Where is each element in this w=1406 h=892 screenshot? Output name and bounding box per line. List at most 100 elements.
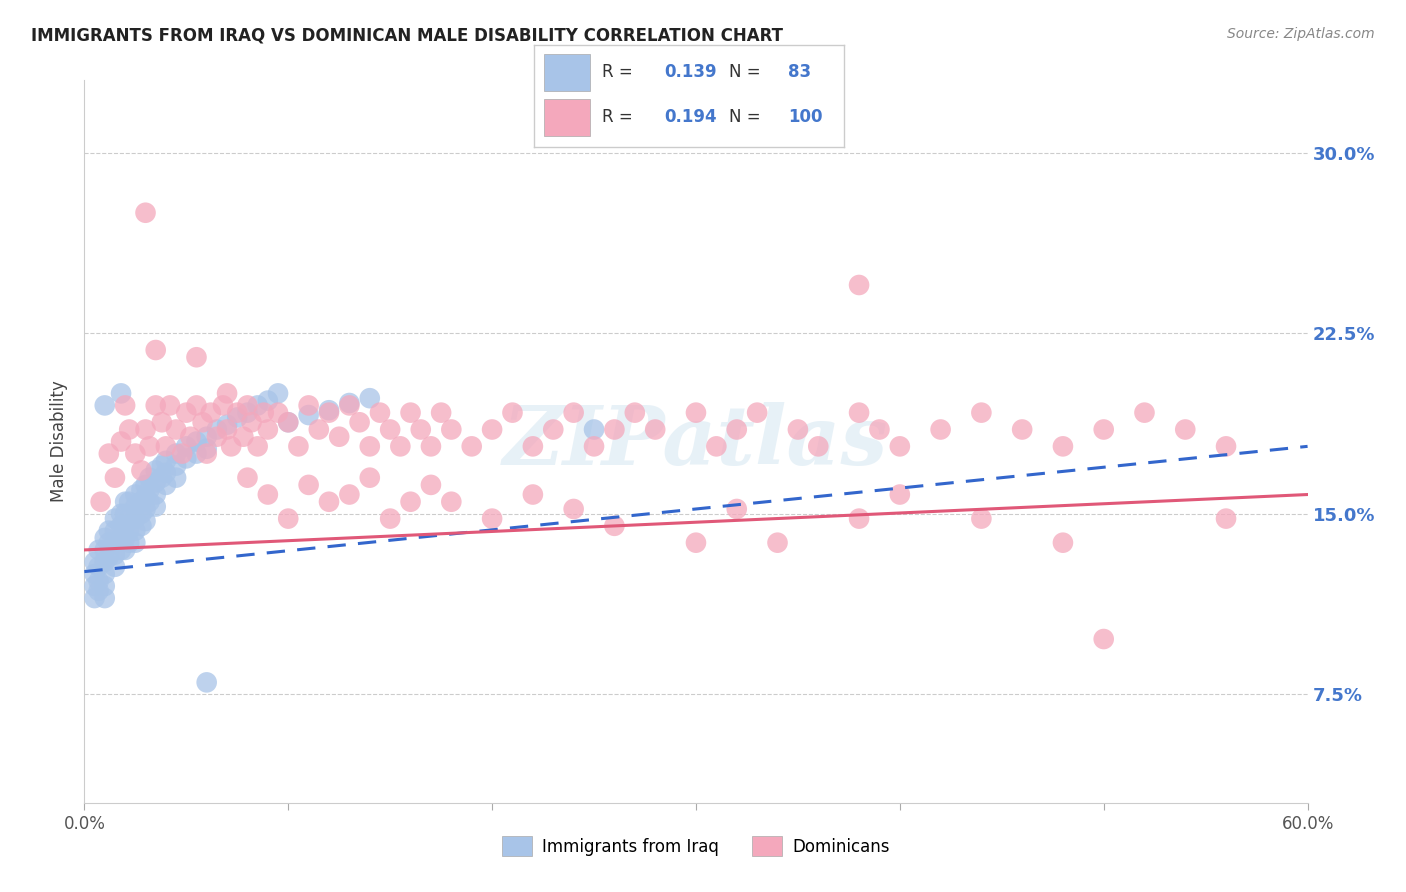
- Point: [226, 406, 249, 420]
- Text: 100: 100: [787, 109, 823, 127]
- Text: N =: N =: [730, 63, 766, 81]
- Point: [104, 559, 127, 574]
- FancyBboxPatch shape: [544, 54, 591, 91]
- Point: [706, 439, 728, 453]
- Point: [93, 591, 115, 606]
- Point: [174, 439, 197, 453]
- Point: [97, 550, 120, 565]
- Point: [135, 490, 157, 504]
- Text: 0.194: 0.194: [664, 109, 717, 127]
- Point: [807, 439, 830, 453]
- Point: [399, 406, 422, 420]
- Point: [145, 475, 167, 490]
- Text: ZIPatlas: ZIPatlas: [503, 401, 889, 482]
- Point: [114, 531, 136, 545]
- Point: [145, 500, 167, 514]
- Point: [205, 430, 228, 444]
- Point: [562, 502, 585, 516]
- Point: [104, 524, 127, 538]
- Point: [869, 423, 891, 437]
- Point: [93, 567, 115, 582]
- Point: [186, 434, 208, 449]
- Point: [359, 471, 381, 485]
- Point: [93, 542, 115, 557]
- Point: [420, 439, 443, 453]
- Point: [124, 511, 146, 525]
- Point: [1052, 535, 1074, 549]
- Point: [389, 439, 412, 453]
- Y-axis label: Male Disability: Male Disability: [51, 381, 69, 502]
- Point: [118, 511, 141, 525]
- Point: [236, 398, 259, 412]
- Point: [97, 447, 120, 461]
- Text: R =: R =: [602, 63, 638, 81]
- Point: [277, 511, 299, 525]
- Point: [848, 278, 870, 293]
- Point: [212, 398, 235, 412]
- Point: [339, 487, 361, 501]
- Point: [399, 494, 422, 508]
- Point: [226, 410, 249, 425]
- Point: [104, 511, 127, 525]
- Text: N =: N =: [730, 109, 766, 127]
- Point: [195, 675, 218, 690]
- Point: [440, 494, 463, 508]
- Point: [114, 507, 136, 521]
- Point: [889, 487, 911, 501]
- Point: [159, 398, 181, 412]
- Point: [603, 519, 626, 533]
- Point: [83, 591, 105, 606]
- Point: [83, 579, 105, 593]
- Point: [368, 406, 391, 420]
- Point: [135, 514, 157, 528]
- Point: [135, 423, 157, 437]
- Point: [138, 494, 160, 508]
- Point: [114, 542, 136, 557]
- Text: 0.139: 0.139: [664, 63, 717, 81]
- Point: [522, 439, 544, 453]
- Point: [246, 398, 269, 412]
- Point: [124, 447, 146, 461]
- Point: [380, 511, 402, 525]
- Point: [110, 507, 132, 521]
- Point: [195, 447, 218, 461]
- Point: [1174, 423, 1197, 437]
- Point: [93, 531, 115, 545]
- Point: [359, 439, 381, 453]
- Point: [725, 423, 748, 437]
- Point: [848, 406, 870, 420]
- Point: [522, 487, 544, 501]
- Point: [970, 511, 993, 525]
- Point: [195, 442, 218, 456]
- Point: [155, 478, 177, 492]
- Point: [380, 423, 402, 437]
- Point: [145, 343, 167, 357]
- Point: [114, 398, 136, 412]
- Point: [219, 439, 242, 453]
- Point: [131, 483, 153, 497]
- Point: [131, 494, 153, 508]
- Point: [110, 386, 132, 401]
- Point: [685, 406, 707, 420]
- Point: [1215, 439, 1237, 453]
- Point: [240, 415, 263, 429]
- Point: [150, 471, 173, 485]
- Point: [543, 423, 565, 437]
- Point: [135, 205, 157, 219]
- Point: [1092, 423, 1115, 437]
- Point: [420, 478, 443, 492]
- Point: [124, 500, 146, 514]
- Point: [1133, 406, 1156, 420]
- Point: [349, 415, 371, 429]
- Text: IMMIGRANTS FROM IRAQ VS DOMINICAN MALE DISABILITY CORRELATION CHART: IMMIGRANTS FROM IRAQ VS DOMINICAN MALE D…: [31, 27, 783, 45]
- Point: [318, 406, 340, 420]
- Point: [97, 535, 120, 549]
- Point: [624, 406, 647, 420]
- Point: [1215, 511, 1237, 525]
- Point: [135, 502, 157, 516]
- Point: [725, 502, 748, 516]
- Point: [165, 423, 187, 437]
- Point: [970, 406, 993, 420]
- Point: [318, 494, 340, 508]
- Point: [217, 423, 239, 437]
